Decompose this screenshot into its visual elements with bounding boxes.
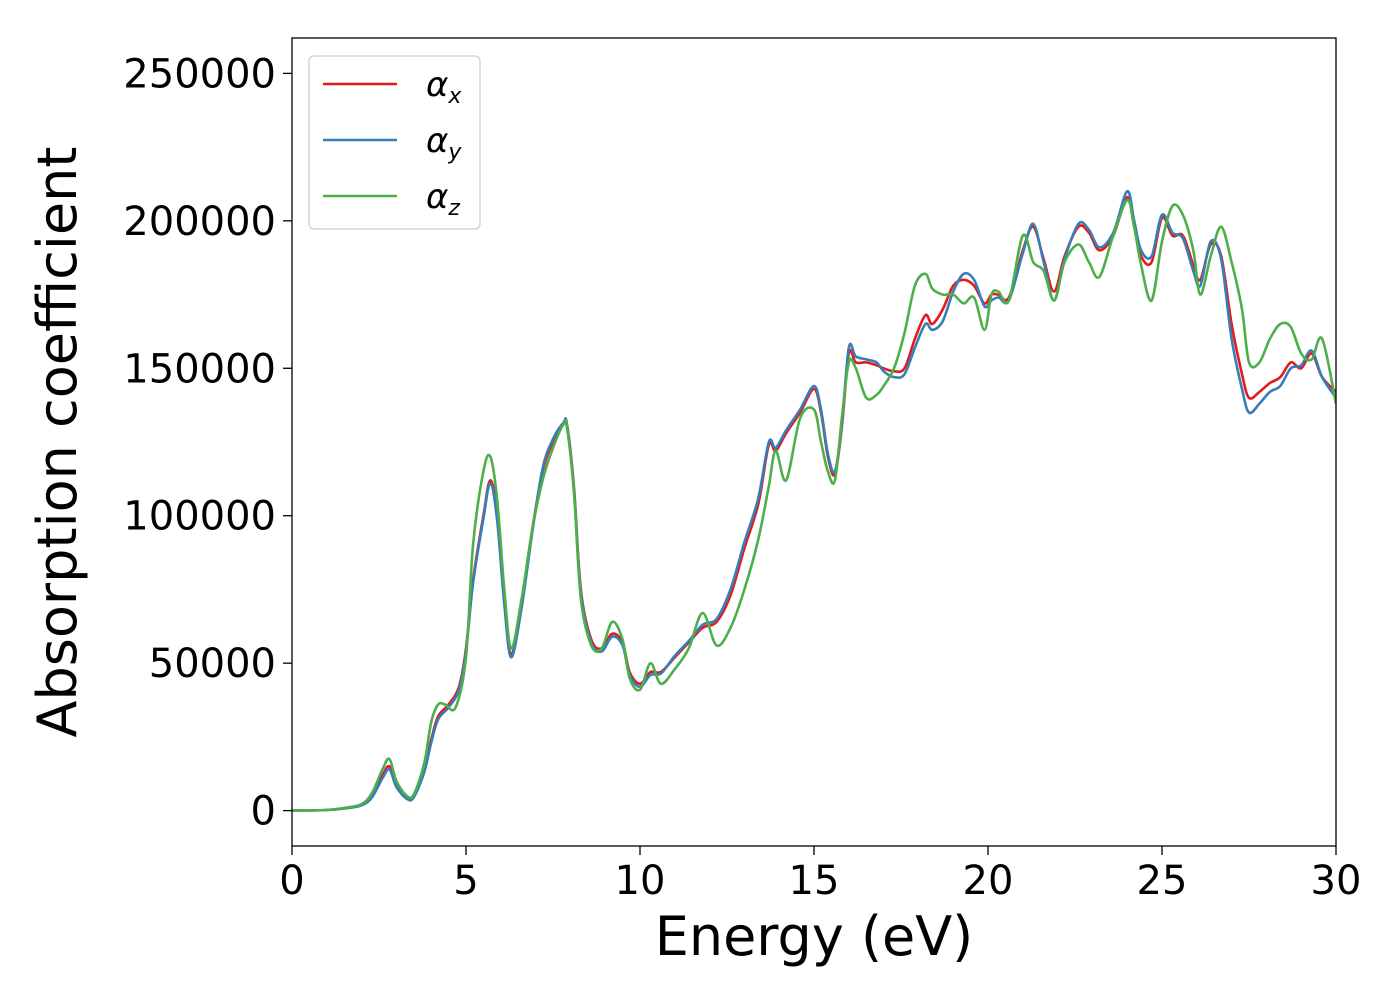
- legend: αx αy αz: [308, 55, 481, 230]
- x-tick-label: 25: [1137, 858, 1188, 904]
- legend-box: [308, 55, 481, 230]
- x-tick-label: 20: [963, 858, 1014, 904]
- y-axis-title: Absorption coefficient: [26, 147, 89, 738]
- series-line-z: [292, 198, 1336, 812]
- x-tick-label: 15: [789, 858, 840, 904]
- y-tick-label: 50000: [149, 641, 276, 687]
- x-axis: 0 5 10 15 20 25 30: [279, 846, 1361, 904]
- x-tick-label: 5: [453, 858, 478, 904]
- x-tick-label: 0: [279, 858, 304, 904]
- y-tick-label: 100000: [123, 494, 276, 540]
- legend-label-z: αz: [426, 177, 460, 221]
- y-tick-label: 150000: [123, 346, 276, 392]
- y-tick-label: 200000: [123, 199, 276, 245]
- series-line-y: [292, 189, 1336, 812]
- legend-label-y: αy: [426, 121, 462, 165]
- y-tick-label: 250000: [123, 51, 276, 97]
- series-layer: [292, 189, 1336, 812]
- x-axis-title: Energy (eV): [655, 905, 974, 968]
- legend-label-x: αx: [426, 65, 462, 109]
- y-tick-label: 0: [251, 789, 276, 835]
- x-tick-label: 10: [615, 858, 666, 904]
- x-tick-label: 30: [1311, 858, 1362, 904]
- y-axis: 0 50000 100000 150000 200000 250000: [123, 51, 292, 835]
